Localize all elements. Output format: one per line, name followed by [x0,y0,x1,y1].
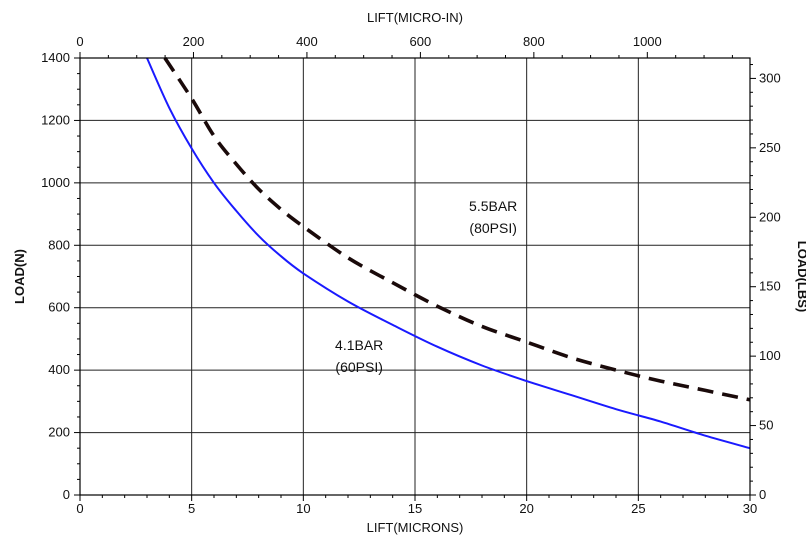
y-tick-label: 0 [63,487,70,502]
y-tick-label: 800 [48,237,70,252]
y-axis-title: LOAD(N) [12,249,27,304]
plot-frame [79,57,751,496]
top-axis-title: LIFT(MICRO-IN) [367,10,463,25]
x-axis-title: LIFT(MICRONS) [367,520,464,535]
x2-tick-label: 800 [523,34,545,49]
annotation-60psi-pressure: 4.1BAR [335,337,383,353]
x-tick-label: 15 [408,501,422,516]
x-tick-label: 5 [188,501,195,516]
y-tick-label: 1000 [41,175,70,190]
y2-tick-label: 200 [759,209,781,224]
x2-tick-label: 200 [183,34,205,49]
x-tick-label: 10 [296,501,310,516]
annotation-layer: 5.5BAR (80PSI) 4.1BAR (60PSI) [335,198,517,375]
series-60psi-line [146,57,751,450]
y-tick-label: 600 [48,300,70,315]
x2-tick-label: 0 [76,34,83,49]
annotation-60psi-psi: (60PSI) [335,359,382,375]
x2-tick-label: 1000 [633,34,662,49]
series-layer [146,57,751,450]
y2-tick-label: 250 [759,140,781,155]
x-tick-label: 30 [743,501,757,516]
y-tick-label: 1400 [41,50,70,65]
x-tick-label: 0 [76,501,83,516]
y-tick-label: 400 [48,362,70,377]
right-axis-title: LOAD(LBS) [795,241,806,313]
grid-layer [80,58,750,495]
annotation-80psi-psi: (80PSI) [469,220,516,236]
y-tick-label: 1200 [41,112,70,127]
y2-tick-label: 0 [759,487,766,502]
y2-tick-label: 50 [759,418,773,433]
x-tick-label: 25 [631,501,645,516]
y2-tick-label: 100 [759,348,781,363]
y2-tick-label: 300 [759,70,781,85]
y-tick-label: 200 [48,425,70,440]
annotation-80psi-pressure: 5.5BAR [469,198,517,214]
x2-tick-label: 600 [410,34,432,49]
x2-tick-label: 400 [296,34,318,49]
series-80psi-line [163,57,751,402]
x-tick-label: 20 [519,501,533,516]
y2-tick-label: 150 [759,279,781,294]
